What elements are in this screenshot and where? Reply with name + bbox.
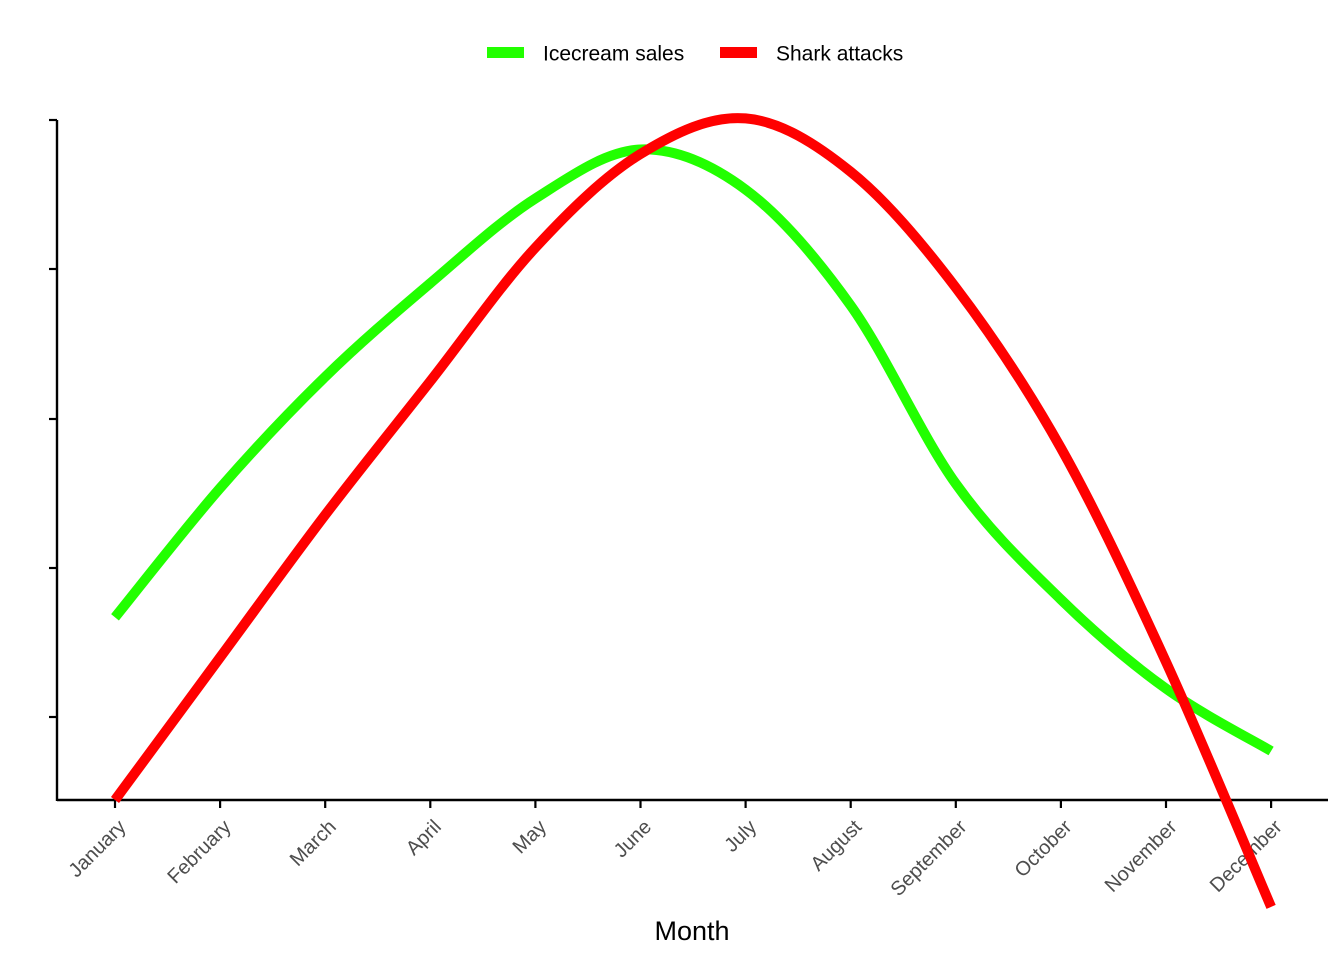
x-tick-label: September [887,816,972,901]
series-line-0 [111,144,1274,756]
y-axis [49,118,59,801]
series-layer [110,113,1276,909]
x-tick-label: January [65,816,131,882]
legend-swatch [720,47,757,58]
x-tick-label: April [402,816,446,860]
x-tick-label: May [509,816,551,858]
x-tick-label: November [1101,816,1182,897]
legend-label: Icecream sales [543,43,684,66]
x-tick-label: July [720,816,761,857]
x-tick-label: June [610,816,656,862]
x-tick-label: October [1011,816,1077,882]
x-axis: January February March April May June July Augu… [57,798,1328,901]
x-tick-label: March [286,816,341,871]
series-line-1 [110,113,1276,909]
x-axis-title: Month [654,916,729,946]
legend-swatch [487,47,524,58]
x-tick-label: February [163,816,235,888]
legend-label: Shark attacks [776,43,903,66]
legend: Icecream sales Shark attacks [487,43,903,66]
x-tick-label: August [807,816,867,876]
